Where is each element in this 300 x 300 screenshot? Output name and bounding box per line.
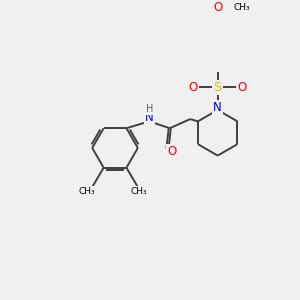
Text: O: O xyxy=(189,81,198,94)
Text: O: O xyxy=(237,81,247,94)
Text: CH₃: CH₃ xyxy=(131,187,147,196)
Text: CH₃: CH₃ xyxy=(78,187,95,196)
Text: S: S xyxy=(214,81,222,94)
Text: O: O xyxy=(167,145,176,158)
Text: H: H xyxy=(146,104,153,114)
Text: CH₃: CH₃ xyxy=(233,3,250,12)
Text: N: N xyxy=(213,101,222,114)
Text: O: O xyxy=(213,1,222,14)
Text: N: N xyxy=(145,111,154,124)
